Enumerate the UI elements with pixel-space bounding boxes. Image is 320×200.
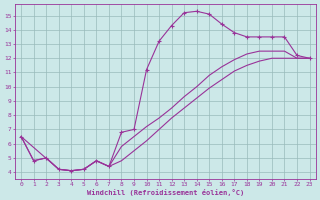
X-axis label: Windchill (Refroidissement éolien,°C): Windchill (Refroidissement éolien,°C) (87, 189, 244, 196)
